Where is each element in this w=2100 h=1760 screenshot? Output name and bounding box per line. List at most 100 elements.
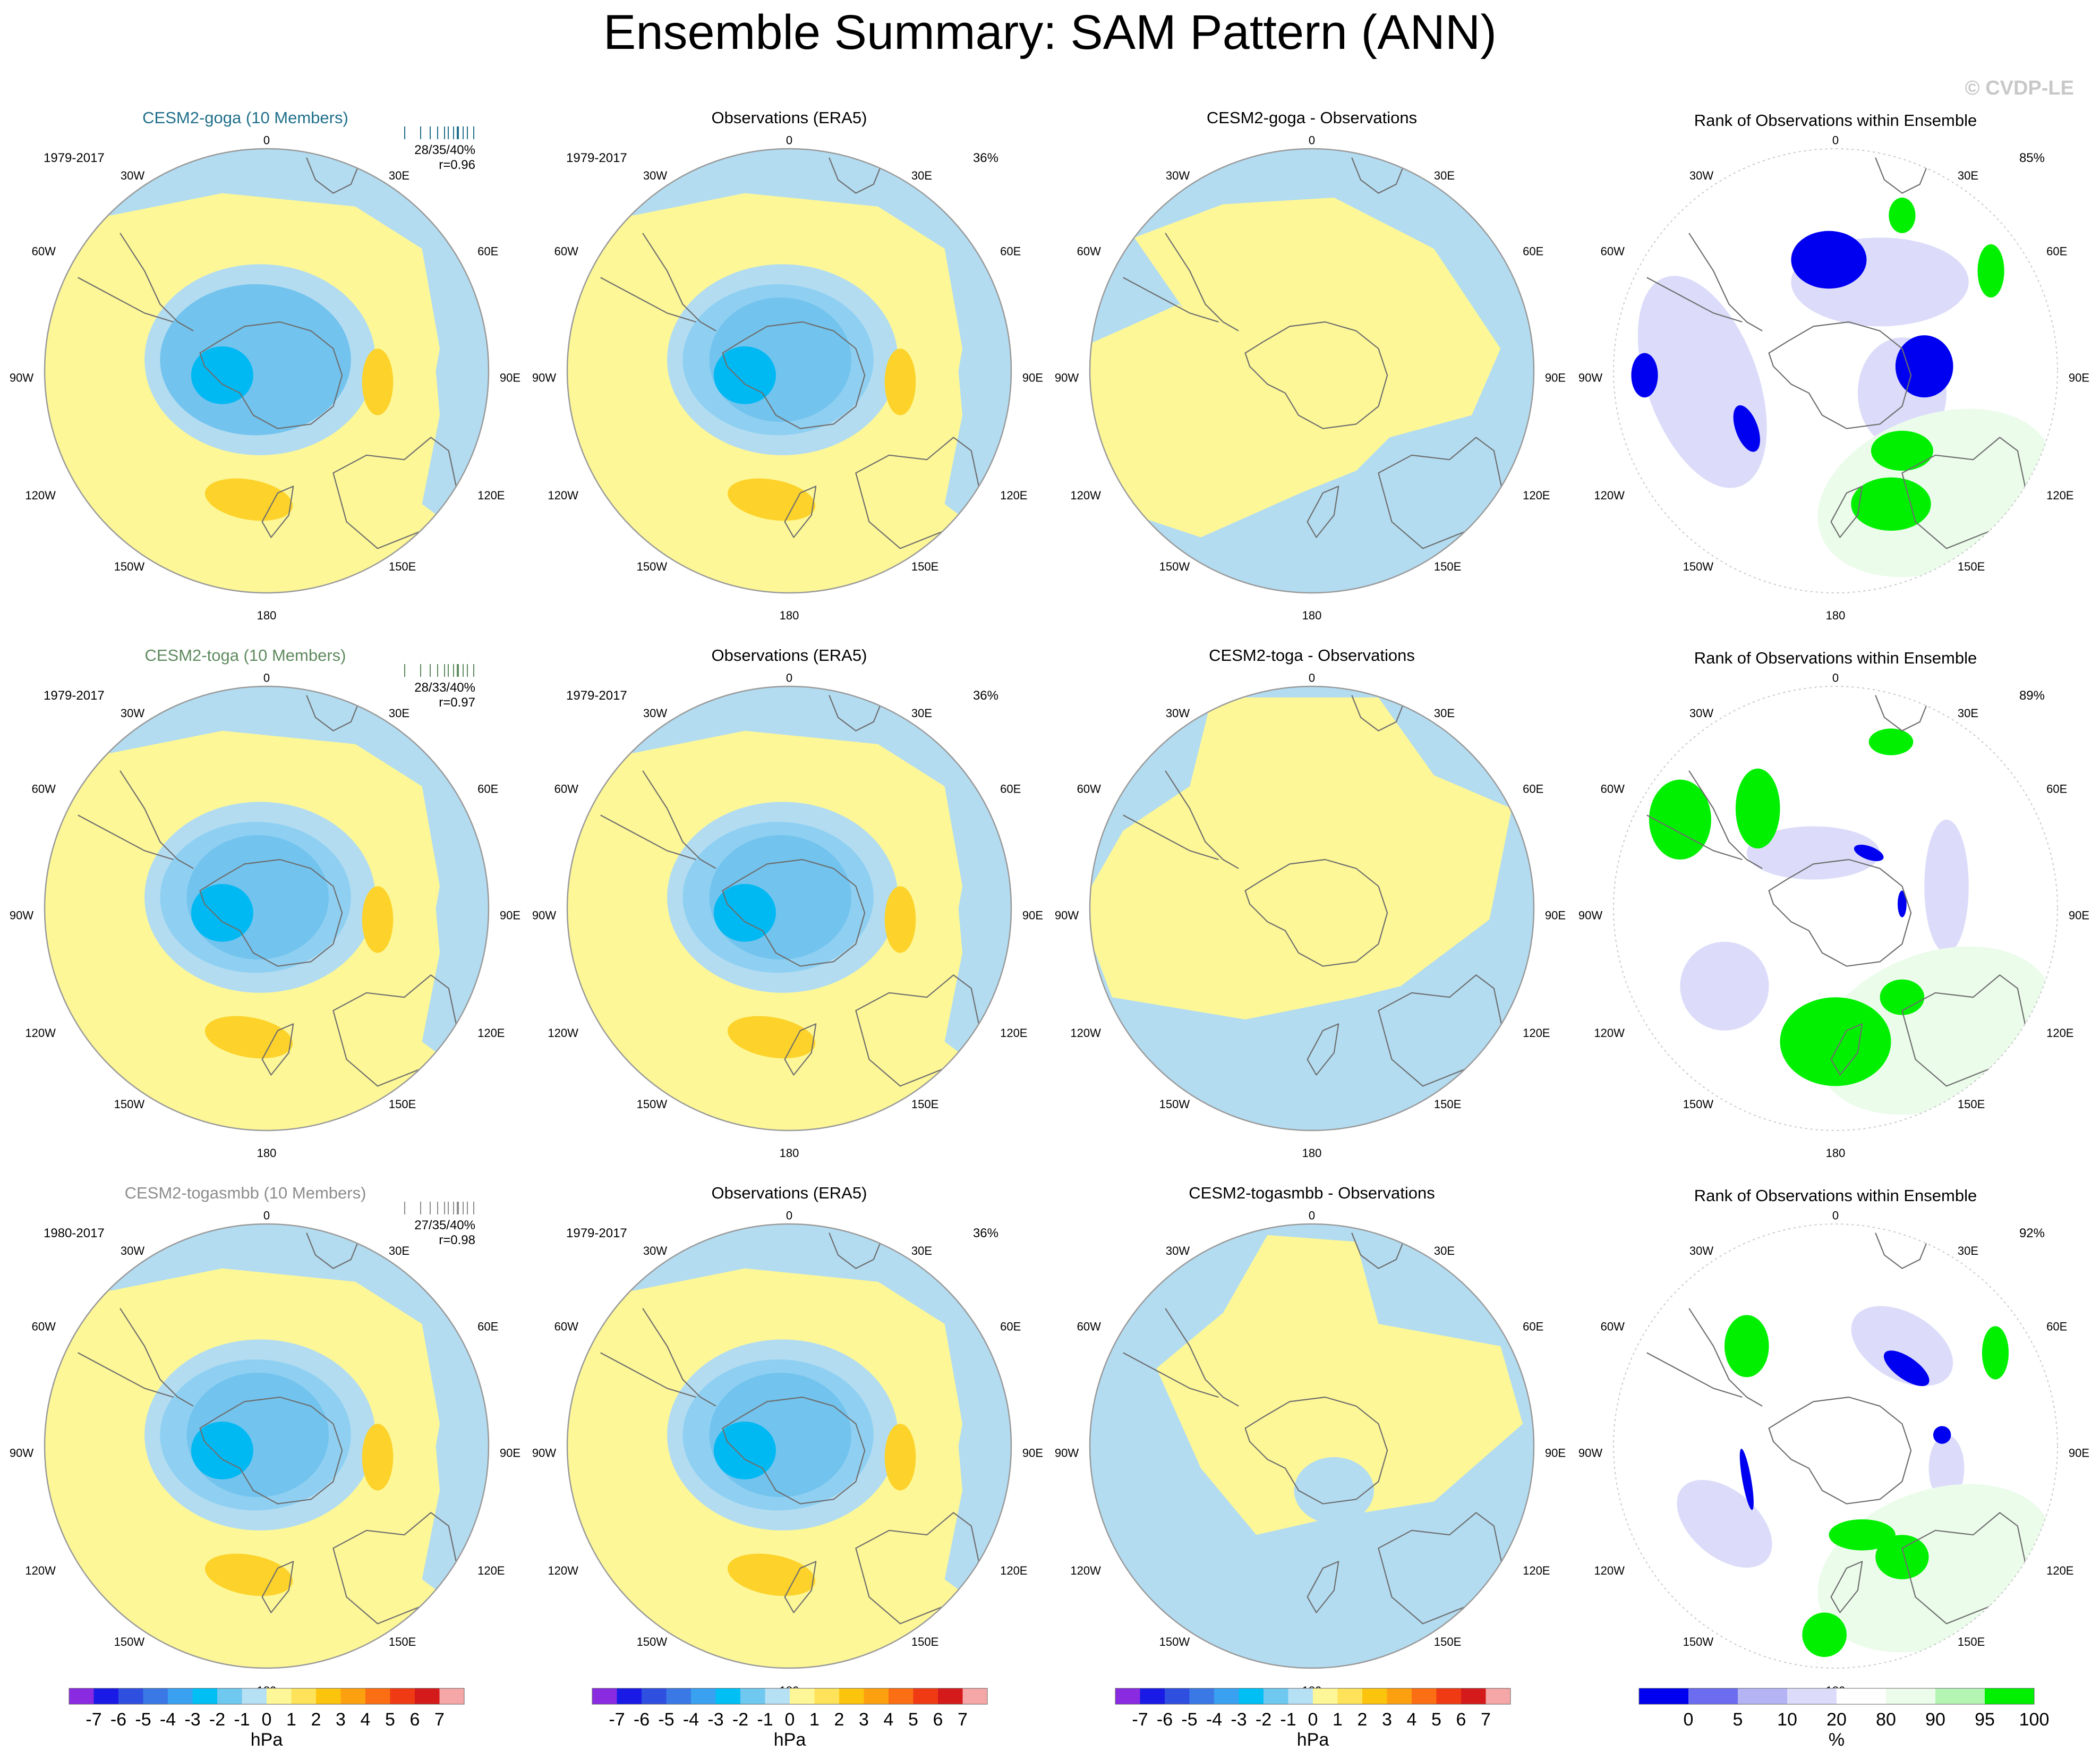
australia-coastline	[1378, 1512, 1504, 1625]
australia-coastline	[1378, 974, 1504, 1087]
south-america-coastline-2	[1123, 814, 1219, 861]
longitude-label-left: 90W	[1055, 371, 1079, 385]
colorbar-swatch	[962, 1688, 987, 1704]
rank-95-100-region-2	[1889, 197, 1916, 233]
colorbar-swatch	[439, 1688, 464, 1704]
low-core	[191, 346, 253, 404]
longitude-label-mid-lower-right: 120E	[1523, 1026, 1550, 1040]
longitude-label-mid-lower-right: 120E	[2046, 1564, 2073, 1577]
longitude-label-top: 0	[786, 671, 792, 684]
colorbar-swatch	[1436, 1688, 1461, 1704]
high-pacific	[204, 1553, 293, 1596]
colorbar-swatch	[1189, 1688, 1214, 1704]
longitude-label-left: 90W	[10, 1447, 33, 1460]
longitude-label-mid-lower-left: 120W	[1594, 1564, 1625, 1577]
longitude-label-upper-right: 30E	[1434, 1244, 1455, 1257]
colorbar-swatch	[1288, 1688, 1313, 1704]
australia-coastline	[855, 437, 981, 549]
rank-95-100-region-0	[1851, 477, 1931, 531]
longitude-label-mid-lower-right: 120E	[477, 1564, 505, 1577]
map-fill	[567, 1224, 1011, 1668]
rank-panel-title: Rank of Observations within Ensemble	[1694, 1186, 1977, 1205]
rank-95-100-region-1	[1735, 768, 1780, 849]
south-america-coastline-2	[1646, 277, 1743, 323]
map-border	[1089, 148, 1535, 594]
colorbar-swatch	[1886, 1688, 1935, 1704]
new-zealand-coastline	[784, 486, 817, 538]
colorbar-swatch	[1239, 1688, 1264, 1704]
antarctica-coastline	[199, 858, 343, 967]
colorbar-swatch	[913, 1688, 938, 1704]
colorbar-swatch	[1362, 1688, 1387, 1704]
longitude-label-mid-lower-right: 120E	[477, 489, 505, 502]
colorbar-tick-label: 80	[1876, 1710, 1896, 1730]
longitude-label-right: 90E	[2069, 909, 2089, 922]
model-panel-title: CESM2-togasmbb (10 Members)	[125, 1184, 366, 1202]
colorbar-tick-label: 0	[1684, 1710, 1694, 1730]
longitude-label-lower-left: 150W	[1159, 560, 1190, 573]
longitude-label-upper-right: 30E	[1434, 169, 1455, 182]
colorbar-swatch	[1115, 1688, 1140, 1704]
obs-variance-pct: 36%	[973, 688, 998, 703]
rank-pct: 89%	[2019, 688, 2045, 703]
watermark: © CVDP-LE	[1965, 77, 2074, 99]
longitude-label-mid-lower-left: 120W	[25, 1026, 56, 1040]
longitude-label-lower-left: 150W	[114, 1635, 145, 1648]
colorbar-tick-label: -1	[1280, 1710, 1296, 1730]
colorbar-swatch	[1264, 1688, 1288, 1704]
new-zealand-coastline	[261, 486, 294, 538]
longitude-label-right: 90E	[500, 909, 520, 922]
longitude-label-right: 90E	[1022, 909, 1043, 922]
colorbar-swatch	[316, 1688, 341, 1704]
africa-coastline	[1875, 157, 1930, 194]
colorbar-tick-label: 4	[1407, 1710, 1417, 1730]
new-zealand-coastline	[1307, 1023, 1339, 1076]
south-america-coastline-2	[1646, 1352, 1743, 1398]
new-zealand-coastline	[1830, 486, 1863, 538]
south-america-coastline	[1688, 233, 1763, 331]
longitude-label-mid-upper-left: 60W	[1077, 1320, 1101, 1333]
south-america-coastline	[119, 1308, 194, 1407]
africa-coastline	[306, 695, 361, 732]
longitude-label-bottom: 180	[257, 1146, 277, 1160]
map-fill	[1614, 149, 2058, 593]
longitude-label-mid-upper-left: 60W	[32, 782, 56, 795]
obs-variance-pct: 36%	[973, 151, 998, 165]
panel-diff-row-0: CESM2-goga - Observations 0 180 30W 30E 60W 60…	[1055, 108, 1566, 622]
colorbar-swatch	[617, 1688, 642, 1704]
model-years: 1979-2017	[44, 688, 105, 703]
member-spread-ticks	[404, 664, 474, 677]
colorbar-tick-label: 1	[1333, 1710, 1343, 1730]
high-indian	[884, 886, 916, 953]
model-correlation: r=0.98	[439, 1233, 475, 1247]
colorbar-outline	[69, 1688, 465, 1705]
colorbar-tick-label: 2	[1358, 1710, 1368, 1730]
colorbar-swatch	[1313, 1688, 1338, 1704]
longitude-label-bottom: 180	[1302, 609, 1322, 622]
colorbar-tick-label: -2	[1256, 1710, 1271, 1730]
colorbar-tick-label: 5	[1733, 1710, 1743, 1730]
colorbar-swatch	[765, 1688, 790, 1704]
rank-95-100-region-4	[1982, 1326, 2009, 1380]
longitude-label-lower-right: 150E	[1958, 1635, 1985, 1648]
australia-coastline	[1901, 437, 2027, 549]
longitude-label-upper-left: 30W	[121, 707, 144, 720]
longitude-label-upper-left: 30W	[643, 1244, 667, 1257]
longitude-label-right: 90E	[500, 1447, 520, 1460]
map-fill	[567, 149, 1011, 593]
colorbar-swatch	[192, 1688, 217, 1704]
longitude-label-lower-right: 150E	[389, 560, 416, 573]
colorbar-tick-label: -5	[658, 1710, 674, 1730]
colorbar-tick-label: 2	[311, 1710, 321, 1730]
longitude-label-lower-left: 150W	[114, 1098, 145, 1111]
map-fill	[1090, 686, 1534, 1130]
longitude-label-right: 90E	[1545, 371, 1566, 385]
africa-coastline	[1351, 1232, 1406, 1269]
longitude-label-mid-upper-left: 60W	[554, 782, 578, 795]
high-pacific	[727, 1016, 816, 1059]
colorbar-swatch	[1140, 1688, 1165, 1704]
longitude-label-lower-right: 150E	[1958, 560, 1985, 573]
diff-panel-title: CESM2-goga - Observations	[1207, 108, 1417, 127]
colorbar-swatch	[1688, 1688, 1738, 1704]
longitude-label-mid-upper-right: 60E	[2046, 244, 2067, 258]
